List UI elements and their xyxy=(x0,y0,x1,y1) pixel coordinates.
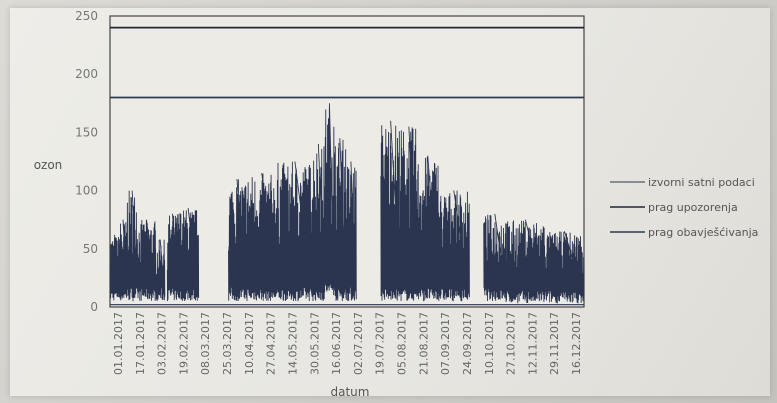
legend-label-izvorni-satni-podaci: izvorni satni podaci xyxy=(648,176,755,189)
y-tick-label: 0 xyxy=(90,300,98,314)
x-tick-label: 19.02.2017 xyxy=(177,312,190,375)
x-tick-label: 10.04.2017 xyxy=(243,312,256,375)
x-tick-label: 27.04.2017 xyxy=(265,312,278,375)
x-axis-ticks: 01.01.2017 17.01.2017 03.02.2017 19.02.2017… xyxy=(112,312,583,375)
legend: izvorni satni podaci prag upozorenja pra… xyxy=(610,176,758,239)
legend-label-prag-upozorenja: prag upozorenja xyxy=(648,201,738,214)
series-segment xyxy=(437,190,470,302)
x-tick-label: 27.10.2017 xyxy=(505,312,518,375)
y-tick-label: 100 xyxy=(75,184,98,198)
y-tick-label: 150 xyxy=(75,125,98,139)
x-tick-label: 24.09.2017 xyxy=(461,312,474,375)
x-axis-label: datum xyxy=(331,385,370,399)
x-tick-label: 08.03.2017 xyxy=(199,312,212,375)
x-tick-label: 19.07.2017 xyxy=(374,312,387,375)
x-tick-label: 21.08.2017 xyxy=(417,312,430,375)
series-segment xyxy=(277,161,313,302)
x-tick-label: 25.03.2017 xyxy=(221,312,234,375)
x-tick-label: 16.06.2017 xyxy=(330,312,343,375)
series-segment xyxy=(345,161,357,301)
series-segment xyxy=(324,103,335,296)
series-segment xyxy=(399,126,418,302)
y-tick-label: 200 xyxy=(75,67,98,81)
x-tick-label: 30.05.2017 xyxy=(308,312,321,375)
series-segment xyxy=(333,138,347,302)
series-segment xyxy=(544,231,585,304)
x-tick-label: 03.02.2017 xyxy=(156,312,169,375)
series-segment xyxy=(483,213,507,302)
series-segment xyxy=(177,208,200,302)
series-segment xyxy=(126,190,138,302)
x-tick-label: 29.11.2017 xyxy=(548,312,561,375)
series-segment xyxy=(118,219,128,301)
y-axis-label: ozon xyxy=(34,158,63,172)
series-segment xyxy=(380,120,401,301)
series-segment xyxy=(228,178,246,302)
series-segment xyxy=(109,234,120,301)
x-tick-label: 02.07.2017 xyxy=(352,312,365,375)
x-tick-label: 17.01.2017 xyxy=(134,312,147,375)
x-tick-label: 01.01.2017 xyxy=(112,312,125,375)
y-tick-label: 250 xyxy=(75,9,98,23)
series-segment xyxy=(416,155,439,302)
y-tick-label: 50 xyxy=(83,242,98,256)
series-segment xyxy=(136,219,157,301)
x-tick-label: 16.12.2017 xyxy=(570,312,583,375)
series-segment xyxy=(244,173,279,301)
x-tick-label: 07.09.2017 xyxy=(439,312,452,375)
y-axis-ticks: 0 50 100 150 200 250 xyxy=(75,9,98,314)
x-tick-label: 10.10.2017 xyxy=(483,312,496,375)
x-tick-label: 12.11.2017 xyxy=(526,312,539,375)
series-segment xyxy=(505,219,546,304)
legend-label-prag-obavjescivanja: prag obavješćivanja xyxy=(648,226,758,239)
x-tick-label: 14.05.2017 xyxy=(286,312,299,375)
series-izvorni-satni-podaci xyxy=(109,103,585,306)
series-segment xyxy=(166,213,179,302)
x-tick-label: 05.08.2017 xyxy=(396,312,409,375)
series-segment xyxy=(155,239,166,302)
series-segment xyxy=(311,143,326,302)
